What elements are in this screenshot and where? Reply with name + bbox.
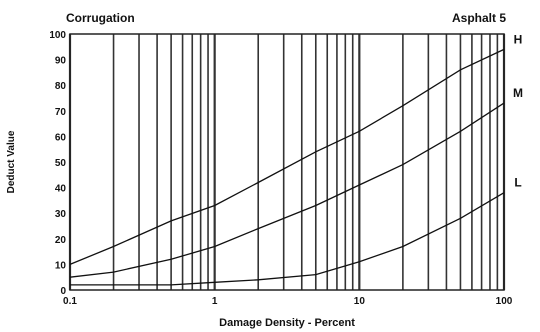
y-tick-label: 70 [55,107,67,118]
series-labels: H M L [513,32,523,189]
y-tick-label: 100 [49,30,66,41]
y-tick-label: 0 [60,286,66,297]
x-tick-label: 10 [354,296,366,307]
y-tick-label: 30 [55,209,67,220]
chart-title: Corrugation [66,11,135,25]
y-tick-label: 10 [55,260,67,271]
y-tick-label: 50 [55,158,67,169]
y-tick-labels: 0 10 20 30 40 50 60 70 80 90 100 [49,30,66,297]
series-lines [69,48,505,286]
grid [68,34,506,290]
y-tick-label: 20 [55,235,67,246]
y-tick-label: 60 [55,132,67,143]
chart-subtitle: Asphalt 5 [452,11,506,25]
y-tick-label: 90 [55,56,67,67]
y-tick-label: 80 [55,81,67,92]
series-label-h: H [514,32,523,46]
series-line-m [69,102,505,278]
y-axis-label: Deduct Value [6,130,17,193]
series-line-h [69,48,505,266]
y-tick-label: 40 [55,184,67,195]
x-tick-labels: 0.1 1 10 100 [63,296,513,307]
x-tick-label: 100 [496,296,513,307]
x-axis-label: Damage Density - Percent [219,317,355,329]
x-tick-label: 1 [212,296,218,307]
plot-frame [69,33,505,291]
x-tick-label: 0.1 [63,296,77,307]
series-label-m: M [513,86,523,100]
series-line-l [70,192,505,286]
series-label-l: L [514,176,521,190]
